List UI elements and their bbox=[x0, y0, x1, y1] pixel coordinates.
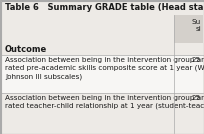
Text: Outcome: Outcome bbox=[5, 44, 47, 53]
Text: 25: 25 bbox=[192, 95, 201, 101]
Bar bbox=[1, 93, 203, 133]
Bar bbox=[1, 1, 203, 15]
Bar bbox=[174, 15, 203, 43]
Text: Association between being in the intervention group and assessor-
rated pre-acad: Association between being in the interve… bbox=[5, 57, 204, 79]
Bar bbox=[1, 55, 203, 93]
Text: 25: 25 bbox=[192, 57, 201, 63]
Bar bbox=[1, 15, 174, 43]
Text: Association between being in the intervention group and teacher-
rated teacher-c: Association between being in the interve… bbox=[5, 95, 204, 109]
Bar bbox=[1, 43, 203, 55]
Text: Table 6   Summary GRADE table (Head start programme vs: Table 6 Summary GRADE table (Head start … bbox=[5, 3, 204, 12]
Text: Su
si: Su si bbox=[192, 19, 201, 32]
